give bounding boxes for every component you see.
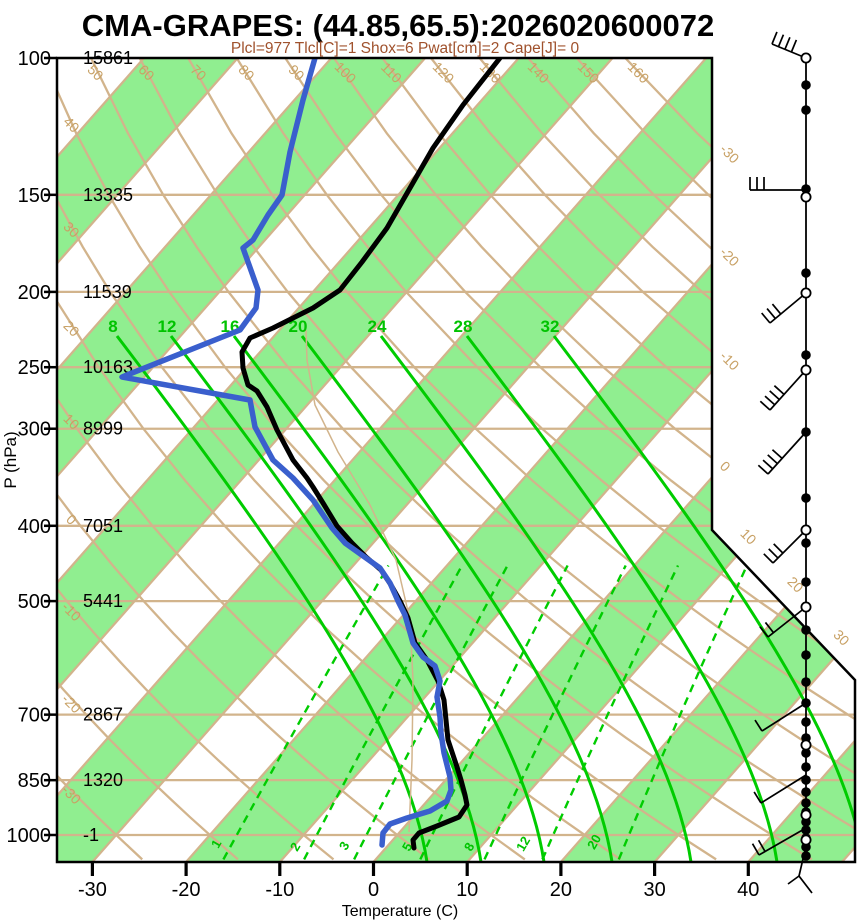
svg-text:12: 12 (513, 834, 533, 854)
svg-text:30: 30 (643, 879, 665, 901)
svg-text:-1: -1 (83, 825, 99, 845)
svg-text:300: 300 (18, 419, 51, 441)
svg-text:150: 150 (18, 185, 51, 207)
wind-level-open-circle (800, 809, 812, 821)
chart-generated-content: 50 60 70 80 90 100 110 120 130 140 150 160403020100… (7, 31, 857, 901)
svg-text:20: 20 (550, 879, 572, 901)
svg-text:8999: 8999 (83, 419, 123, 439)
wind-level-open-circle (800, 601, 812, 613)
wind-level-open-circle (800, 287, 812, 299)
wind-level-dot (801, 762, 811, 772)
svg-text:11539: 11539 (83, 282, 132, 302)
height-labels: 1586113335115391016389997051544128671320… (83, 48, 133, 845)
svg-text:-30: -30 (78, 879, 107, 901)
wind-level-dot (801, 650, 811, 660)
page-title: CMA-GRAPES: (44.85,65.5):2026020600072 (82, 8, 714, 43)
wind-level-open-circle (800, 739, 812, 751)
svg-text:500: 500 (18, 591, 51, 613)
svg-text:20: 20 (584, 832, 604, 852)
svg-text:13335: 13335 (83, 185, 133, 205)
svg-text:30: 30 (830, 626, 852, 648)
wind-level-dot (801, 698, 811, 708)
wind-level-dot (801, 105, 811, 115)
svg-text:10: 10 (456, 879, 478, 901)
wind-level-dot (801, 268, 811, 278)
svg-text:-20: -20 (59, 691, 85, 717)
svg-text:-20: -20 (717, 244, 743, 270)
wind-level-dot (801, 775, 811, 785)
svg-text:850: 850 (18, 770, 51, 792)
wind-level-dot (801, 184, 811, 194)
svg-text:32: 32 (541, 317, 560, 336)
svg-text:-30: -30 (717, 141, 743, 167)
svg-text:0: 0 (368, 879, 379, 901)
svg-text:-20: -20 (172, 879, 201, 901)
wind-level-dot (801, 80, 811, 90)
svg-text:28: 28 (454, 317, 473, 336)
wind-level-open-circle (800, 834, 812, 846)
svg-text:7051: 7051 (83, 516, 123, 536)
wind-level-dot (801, 350, 811, 360)
svg-text:5441: 5441 (83, 591, 123, 611)
wind-level-dot (801, 825, 811, 835)
svg-text:1320: 1320 (83, 770, 123, 790)
wind-barb-column (749, 31, 813, 894)
wind-level-dot (801, 577, 811, 587)
svg-text:40: 40 (737, 879, 759, 901)
wind-level-dot (801, 851, 811, 861)
svg-text:10163: 10163 (83, 357, 133, 377)
wind-level-dot (801, 427, 811, 437)
temperature-profile-line (239, 58, 503, 851)
wind-level-dot (801, 798, 811, 808)
svg-text:-10: -10 (717, 348, 743, 374)
wind-level-dot (801, 493, 811, 503)
svg-text:-10: -10 (265, 879, 294, 901)
wind-level-dot (801, 717, 811, 727)
y-axis-title: P (hPa) (1, 431, 20, 488)
wind-level-open-circle (800, 191, 812, 203)
svg-text:12: 12 (158, 317, 177, 336)
wind-level-open-circle (800, 364, 812, 376)
svg-text:10: 10 (737, 525, 759, 547)
svg-text:80: 80 (235, 61, 257, 83)
isotherm-lines (57, 58, 855, 862)
svg-text:1000: 1000 (7, 825, 52, 847)
svg-text:8: 8 (108, 317, 117, 336)
svg-text:200: 200 (18, 282, 51, 304)
wind-level-dot (801, 625, 811, 635)
plot-border (55, 56, 857, 864)
chart-subtitle-parameters: Plcl=977 Tlcl[C]=1 Shox=6 Pwat[cm]=2 Cap… (231, 40, 580, 57)
svg-text:700: 700 (18, 705, 51, 727)
wind-level-dot (801, 748, 811, 758)
dewpoint-profile-line (119, 58, 454, 848)
svg-text:250: 250 (18, 357, 51, 379)
wind-level-open-circle (800, 524, 812, 536)
svg-text:3: 3 (336, 839, 353, 853)
x-axis-title: Temperature (C) (342, 903, 458, 920)
wind-level-dot (801, 538, 811, 548)
moist-adiabat-lines (115, 335, 855, 862)
wind-level-dot (801, 787, 811, 797)
svg-text:400: 400 (18, 516, 51, 538)
svg-text:24: 24 (368, 317, 387, 336)
wind-level-dot (801, 677, 811, 687)
svg-text:2867: 2867 (83, 705, 123, 725)
wind-level-open-circle (800, 52, 812, 64)
svg-text:0: 0 (717, 458, 734, 475)
svg-text:100: 100 (18, 48, 51, 70)
parcel-path-line (305, 329, 414, 833)
svg-text:20: 20 (289, 317, 308, 336)
